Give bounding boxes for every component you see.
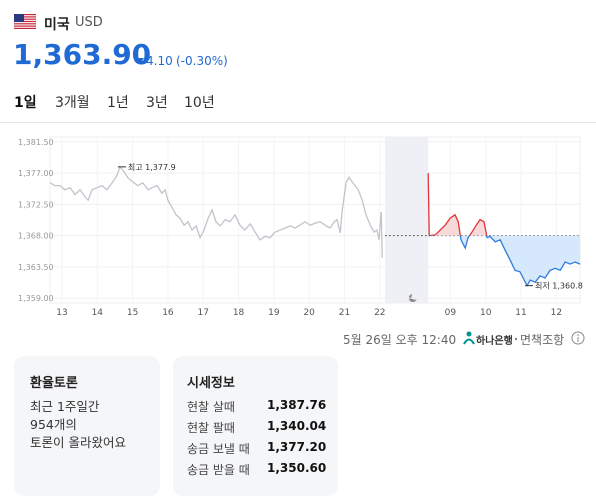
tab[interactable]: 3개월 bbox=[55, 95, 90, 111]
tab[interactable]: 1년 bbox=[107, 95, 129, 111]
y-tick-label: 1,377.00 bbox=[18, 169, 54, 178]
quote-label: 송금 보낼 때 bbox=[187, 442, 250, 456]
y-tick-label: 1,368.00 bbox=[18, 232, 54, 241]
line-up bbox=[427, 173, 491, 236]
x-tick-label: 11 bbox=[515, 308, 526, 318]
discussion-text: 954개의 bbox=[30, 417, 77, 432]
timestamp: 5월 26일 오후 12:40 bbox=[343, 333, 457, 347]
x-tick-label: 19 bbox=[268, 308, 280, 318]
x-tick-label: 16 bbox=[162, 308, 174, 318]
price: 1,363.90 bbox=[13, 38, 152, 71]
card-title: 환율토론 bbox=[30, 376, 78, 391]
disclaimer-link[interactable]: 면책조항 bbox=[520, 333, 565, 347]
page: 미국 USD 1,363.90 4.10 (-0.30%) 1일 3개월 1년 3년 1… bbox=[0, 14, 596, 477]
currency-name: 미국 bbox=[44, 17, 70, 33]
x-tick-label: 20 bbox=[303, 308, 315, 318]
x-tick-label: 18 bbox=[233, 308, 245, 318]
y-tick-label: 1,359.00 bbox=[18, 294, 54, 303]
quote-value: 1,350.60 bbox=[267, 461, 327, 475]
shaded-range bbox=[385, 137, 429, 303]
annotation-label: 최저 1,360.8 bbox=[535, 281, 583, 291]
discussion-text: 토론이 올라왔어요 bbox=[30, 435, 126, 450]
info-icon[interactable] bbox=[571, 331, 585, 345]
bank-name: 하나은행 bbox=[476, 336, 513, 347]
moon-icon bbox=[408, 294, 417, 302]
tab[interactable]: 1일 bbox=[14, 95, 37, 111]
separator bbox=[514, 337, 518, 341]
down-arrow bbox=[137, 58, 144, 63]
area-up bbox=[428, 173, 487, 236]
x-tick-label: 13 bbox=[56, 308, 67, 318]
x-tick-label: 17 bbox=[198, 308, 209, 318]
tab[interactable]: 10년 bbox=[184, 95, 215, 111]
change: 4.10 bbox=[146, 54, 173, 68]
currency-code: USD bbox=[75, 15, 103, 30]
line-down bbox=[428, 235, 581, 288]
x-tick-label: 09 bbox=[445, 308, 457, 318]
area-down bbox=[428, 235, 580, 286]
y-tick-label: 1,381.50 bbox=[18, 138, 54, 147]
x-tick-label: 10 bbox=[480, 308, 492, 318]
tab[interactable]: 3년 bbox=[146, 95, 168, 111]
quote-value: 1,377.20 bbox=[267, 440, 327, 454]
bank-logo bbox=[463, 331, 475, 345]
line bbox=[49, 165, 383, 258]
chart: 1,359.00 1,363.50 1,368.00 1,372.50 1,377.00… bbox=[18, 136, 583, 318]
x-tick-label: 22 bbox=[374, 308, 385, 318]
flag bbox=[14, 14, 36, 29]
quote-value: 1,387.76 bbox=[267, 398, 327, 412]
x-tick-label: 14 bbox=[92, 308, 104, 318]
discussion-text: 최근 1주일간 bbox=[30, 399, 100, 414]
divider bbox=[0, 122, 596, 123]
quote-label: 현찰 살때 bbox=[187, 400, 235, 414]
change-pct: (-0.30%) bbox=[176, 54, 228, 68]
x-tick-label: 15 bbox=[127, 308, 138, 318]
quotes-card: 시세정보 현찰 살때 1,387.76 현찰 팔때 1,340.04 송금 보낼 때 1,… bbox=[173, 356, 338, 496]
y-tick-label: 1,372.50 bbox=[18, 200, 54, 209]
x-tick-label: 12 bbox=[551, 308, 562, 318]
annotation-label: 최고 1,377.9 bbox=[128, 162, 176, 172]
plot-frame bbox=[49, 136, 581, 304]
card-title: 시세정보 bbox=[187, 376, 235, 391]
y-tick-label: 1,363.50 bbox=[18, 263, 54, 272]
x-tick-label: 21 bbox=[339, 308, 350, 318]
quote-label: 송금 받을 때 bbox=[187, 463, 250, 477]
quote-label: 현찰 팔때 bbox=[187, 421, 235, 435]
quote-value: 1,340.04 bbox=[267, 419, 327, 433]
